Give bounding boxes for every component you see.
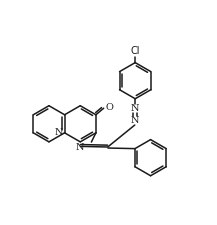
Text: N: N (131, 116, 140, 125)
Text: O: O (105, 103, 113, 112)
Text: Cl: Cl (130, 46, 140, 56)
Text: N: N (55, 128, 63, 137)
Text: N: N (76, 143, 84, 152)
Text: N: N (131, 104, 140, 113)
